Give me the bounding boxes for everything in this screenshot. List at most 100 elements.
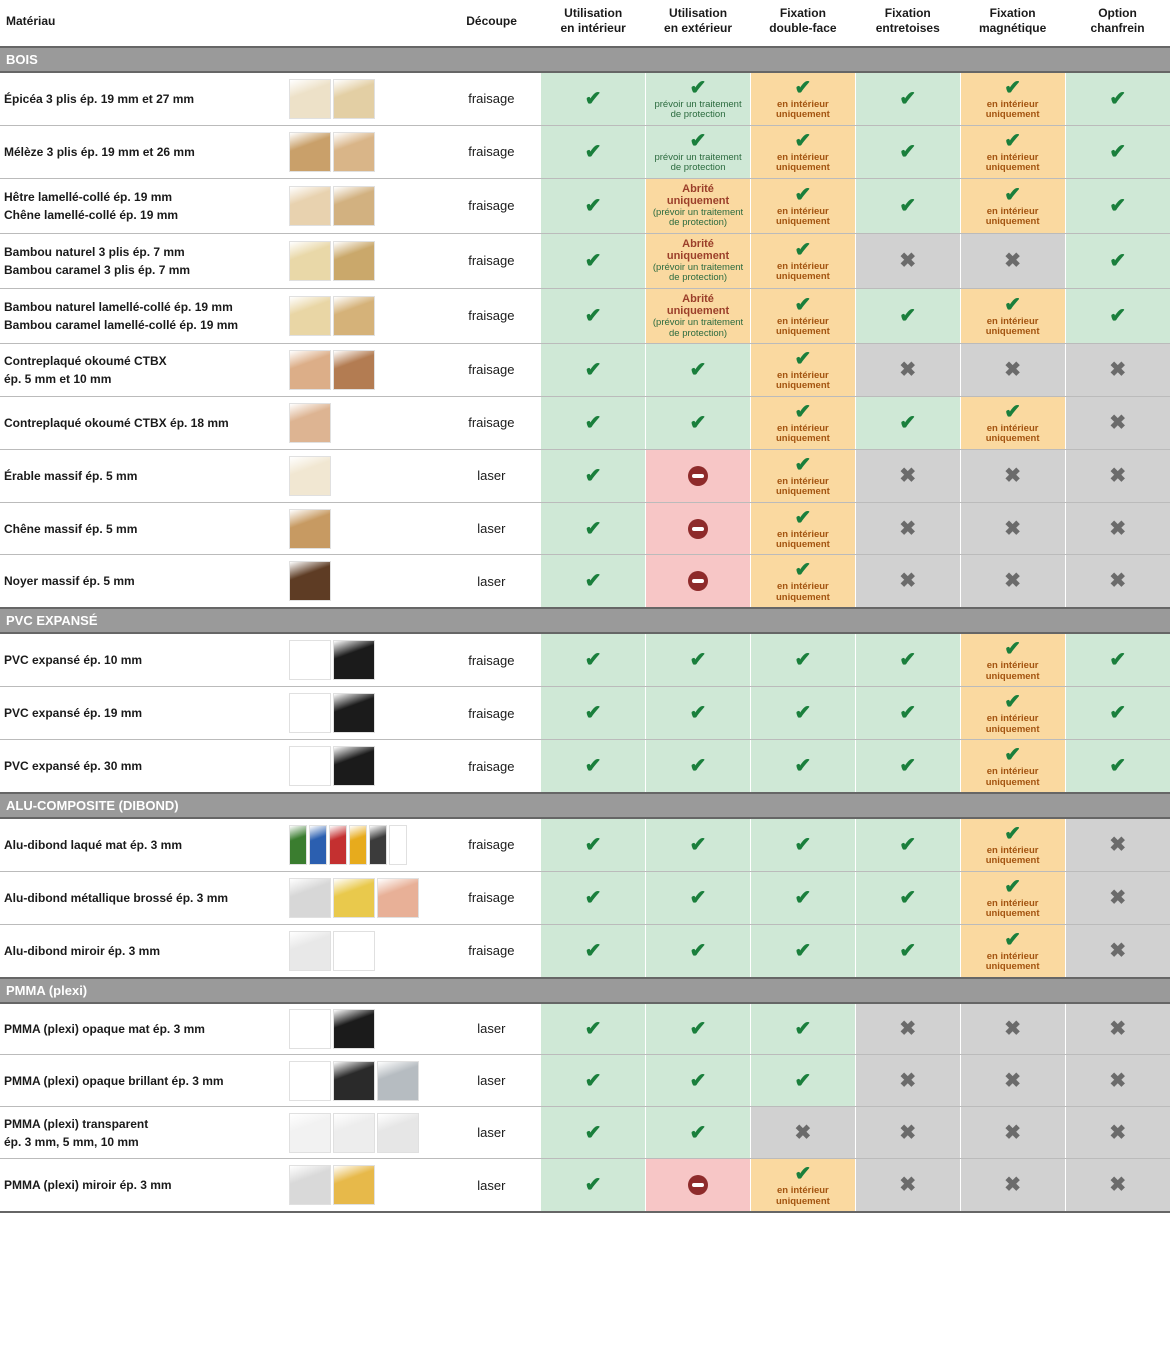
- col-chamfer: Optionchanfrein: [1065, 0, 1170, 47]
- note-indoor-only: en intérieur uniquement: [755, 207, 851, 228]
- feature-cell: ✖: [855, 1159, 960, 1212]
- section-title: PMMA (plexi): [0, 978, 1170, 1003]
- feature-cell: ✔: [750, 740, 855, 793]
- material-name: PMMA (plexi) opaque mat ép. 3 mm: [0, 1003, 289, 1055]
- decoupe-value: fraisage: [442, 288, 540, 343]
- swatch: [289, 825, 307, 865]
- check-icon: ✔: [690, 77, 707, 99]
- check-icon: ✔: [585, 195, 602, 217]
- check-icon: ✔: [899, 649, 916, 671]
- swatch: [333, 931, 375, 971]
- feature-cell: ✖: [960, 343, 1065, 396]
- cross-icon: ✖: [1004, 1018, 1021, 1040]
- feature-cell: ✖: [1065, 449, 1170, 502]
- check-icon: ✔: [795, 130, 812, 152]
- cross-icon: ✖: [899, 570, 916, 592]
- feature-cell: ✔: [646, 1003, 751, 1055]
- table-row: Mélèze 3 plis ép. 19 mm et 26 mmfraisage…: [0, 125, 1170, 178]
- check-icon: ✔: [585, 940, 602, 962]
- decoupe-value: fraisage: [442, 871, 540, 924]
- note-indoor-only: en intérieur uniquement: [755, 1186, 851, 1207]
- note-sheltered-headline: Abrité uniquement: [650, 293, 746, 317]
- check-icon: ✔: [1004, 876, 1021, 898]
- feature-cell: ✔: [855, 288, 960, 343]
- swatch-cell: [289, 502, 442, 555]
- check-icon: ✔: [795, 887, 812, 909]
- note-sheltered-headline: Abrité uniquement: [650, 238, 746, 262]
- feature-cell: ✔en intérieur uniquement: [750, 502, 855, 555]
- note-indoor-only: en intérieur uniquement: [965, 767, 1061, 788]
- decoupe-value: fraisage: [442, 740, 540, 793]
- cross-icon: ✖: [899, 518, 916, 540]
- swatch: [289, 79, 331, 119]
- feature-cell: ✖: [855, 1107, 960, 1159]
- feature-cell: ✔en intérieur uniquement: [750, 1159, 855, 1212]
- check-icon: ✔: [1109, 141, 1126, 163]
- check-icon: ✔: [1004, 294, 1021, 316]
- feature-cell: ✔: [855, 871, 960, 924]
- check-icon: ✔: [795, 940, 812, 962]
- feature-cell: Abrité uniquement(prévoir un traitement …: [646, 233, 751, 288]
- check-icon: ✔: [899, 141, 916, 163]
- cross-icon: ✖: [1109, 518, 1126, 540]
- material-name: Contreplaqué okoumé CTBXép. 5 mm et 10 m…: [0, 343, 289, 396]
- check-icon: ✔: [585, 702, 602, 724]
- swatch-cell: [289, 1055, 442, 1107]
- check-icon: ✔: [899, 702, 916, 724]
- material-swatches: [289, 241, 442, 281]
- feature-cell: ✔: [646, 871, 751, 924]
- check-icon: ✔: [795, 1018, 812, 1040]
- check-icon: ✔: [899, 834, 916, 856]
- swatch-cell: [289, 125, 442, 178]
- table-row: Chêne massif ép. 5 mmlaser✔✔en intérieur…: [0, 502, 1170, 555]
- feature-cell: ✔prévoir un traitement de protection: [646, 72, 751, 125]
- check-icon: ✔: [795, 1163, 812, 1185]
- feature-cell: ✔: [855, 687, 960, 740]
- decoupe-value: fraisage: [442, 924, 540, 977]
- decoupe-value: fraisage: [442, 178, 540, 233]
- feature-cell: ✔en intérieur uniquement: [960, 740, 1065, 793]
- decoupe-value: fraisage: [442, 343, 540, 396]
- swatch: [333, 1165, 375, 1205]
- material-name: PVC expansé ép. 10 mm: [0, 633, 289, 686]
- feature-cell: ✖: [855, 449, 960, 502]
- feature-cell: [646, 1159, 751, 1212]
- feature-cell: [646, 502, 751, 555]
- cross-icon: ✖: [1109, 1070, 1126, 1092]
- cross-icon: ✖: [1109, 1122, 1126, 1144]
- check-icon: ✔: [690, 1018, 707, 1040]
- material-name: PVC expansé ép. 19 mm: [0, 687, 289, 740]
- cross-icon: ✖: [1109, 1018, 1126, 1040]
- feature-cell: ✔: [541, 449, 646, 502]
- feature-cell: [646, 555, 751, 608]
- col-doubleface: Fixationdouble-face: [750, 0, 855, 47]
- check-icon: ✔: [585, 305, 602, 327]
- note-sheltered-sub: (prévoir un traitement de protection): [650, 208, 746, 229]
- swatch: [289, 296, 331, 336]
- cross-icon: ✖: [1004, 1070, 1021, 1092]
- swatch: [369, 825, 387, 865]
- check-icon: ✔: [690, 702, 707, 724]
- swatch: [377, 1061, 419, 1101]
- note-sheltered-sub: (prévoir un traitement de protection): [650, 263, 746, 284]
- check-icon: ✔: [690, 412, 707, 434]
- check-icon: ✔: [585, 1070, 602, 1092]
- check-icon: ✔: [795, 1070, 812, 1092]
- swatch: [349, 825, 367, 865]
- feature-cell: ✖: [1065, 924, 1170, 977]
- feature-cell: Abrité uniquement(prévoir un traitement …: [646, 178, 751, 233]
- feature-cell: Abrité uniquement(prévoir un traitement …: [646, 288, 751, 343]
- decoupe-value: laser: [442, 1003, 540, 1055]
- check-icon: ✔: [690, 1122, 707, 1144]
- feature-cell: ✖: [1065, 396, 1170, 449]
- table-row: PMMA (plexi) opaque mat ép. 3 mmlaser✔✔✔…: [0, 1003, 1170, 1055]
- table-header-row: Matériau Découpe Utilisationen intérieur…: [0, 0, 1170, 47]
- material-name: Bambou naturel 3 plis ép. 7 mmBambou car…: [0, 233, 289, 288]
- feature-cell: ✔en intérieur uniquement: [750, 396, 855, 449]
- swatch: [289, 241, 331, 281]
- cross-icon: ✖: [899, 1174, 916, 1196]
- table-row: Alu-dibond laqué mat ép. 3 mmfraisage✔✔✔…: [0, 818, 1170, 871]
- swatch-cell: [289, 1107, 442, 1159]
- check-icon: ✔: [585, 250, 602, 272]
- cross-icon: ✖: [1109, 465, 1126, 487]
